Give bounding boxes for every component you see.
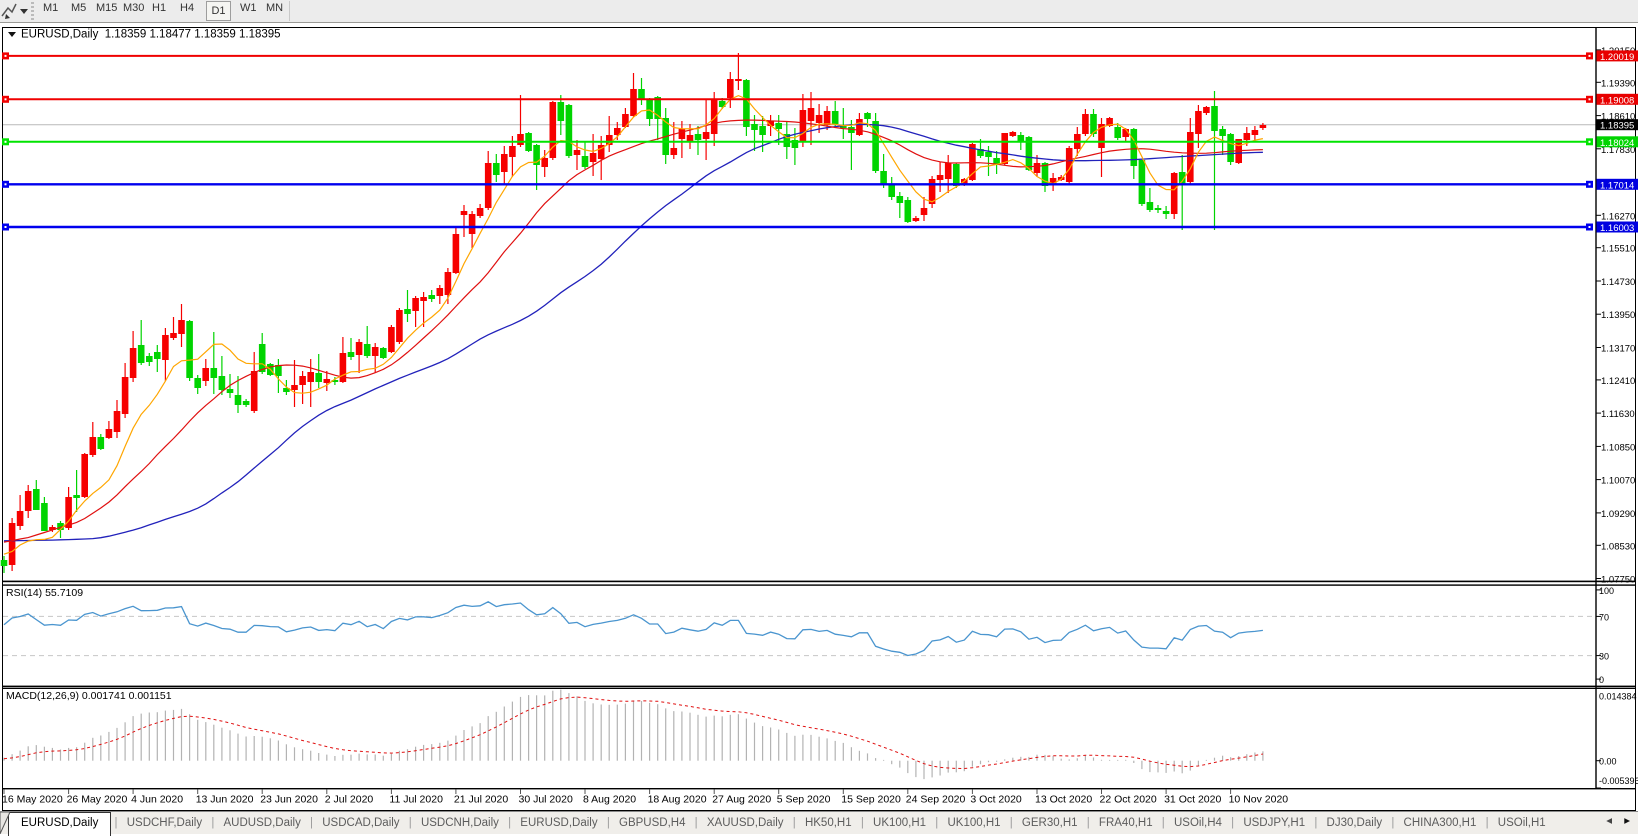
svg-text:1.10070: 1.10070 [1601, 476, 1635, 487]
svg-text:5 Sep 2020: 5 Sep 2020 [777, 794, 831, 806]
svg-text:-0.005396: -0.005396 [1599, 776, 1638, 786]
svg-text:EURUSD,Daily 1.18359 1.18477: EURUSD,Daily 1.18359 1.18477 1.18359 1.1… [21, 29, 281, 41]
svg-text:1.13170: 1.13170 [1601, 344, 1635, 355]
svg-text:1.11630: 1.11630 [1601, 409, 1635, 420]
svg-text:RSI(14) 55.7109: RSI(14) 55.7109 [6, 587, 83, 599]
svg-text:1.20019: 1.20019 [1600, 52, 1634, 63]
svg-text:11 Jul 2020: 11 Jul 2020 [389, 794, 443, 806]
svg-text:1.18024: 1.18024 [1600, 138, 1634, 149]
svg-text:23 Jun 2020: 23 Jun 2020 [260, 794, 318, 806]
svg-text:1.19008: 1.19008 [1600, 95, 1634, 106]
svg-text:16 May 2020: 16 May 2020 [2, 794, 63, 806]
svg-text:1.07750: 1.07750 [1601, 575, 1635, 586]
svg-text:1.09290: 1.09290 [1601, 509, 1635, 520]
svg-text:2 Jul 2020: 2 Jul 2020 [325, 794, 374, 806]
svg-text:1.19390: 1.19390 [1601, 78, 1635, 89]
svg-text:4 Jun 2020: 4 Jun 2020 [131, 794, 183, 806]
svg-text:0.014384: 0.014384 [1599, 692, 1637, 702]
svg-text:100: 100 [1599, 586, 1614, 596]
svg-text:3 Oct 2020: 3 Oct 2020 [970, 794, 1022, 806]
svg-text:21 Jul 2020: 21 Jul 2020 [454, 794, 508, 806]
svg-text:1.18395: 1.18395 [1600, 121, 1634, 132]
svg-text:22 Oct 2020: 22 Oct 2020 [1100, 794, 1157, 806]
svg-text:70: 70 [1599, 612, 1609, 622]
svg-text:30: 30 [1599, 652, 1609, 662]
svg-text:13 Oct 2020: 13 Oct 2020 [1035, 794, 1092, 806]
svg-text:10 Nov 2020: 10 Nov 2020 [1229, 794, 1289, 806]
svg-text:1.17014: 1.17014 [1600, 180, 1634, 191]
svg-text:26 May 2020: 26 May 2020 [67, 794, 128, 806]
svg-text:1.12410: 1.12410 [1601, 376, 1635, 387]
svg-text:0: 0 [1599, 675, 1604, 685]
svg-text:27 Aug 2020: 27 Aug 2020 [712, 794, 771, 806]
svg-text:1.13950: 1.13950 [1601, 310, 1635, 321]
svg-text:1.14730: 1.14730 [1601, 277, 1635, 288]
svg-text:1.08530: 1.08530 [1601, 541, 1635, 552]
svg-text:1.16270: 1.16270 [1601, 211, 1635, 222]
svg-text:31 Oct 2020: 31 Oct 2020 [1164, 794, 1221, 806]
svg-text:1.16003: 1.16003 [1600, 223, 1634, 234]
svg-text:24 Sep 2020: 24 Sep 2020 [906, 794, 966, 806]
svg-text:30 Jul 2020: 30 Jul 2020 [519, 794, 573, 806]
svg-text:1.15510: 1.15510 [1601, 244, 1635, 255]
svg-text:0.00: 0.00 [1599, 757, 1617, 767]
svg-text:8 Aug 2020: 8 Aug 2020 [583, 794, 636, 806]
svg-text:13 Jun 2020: 13 Jun 2020 [196, 794, 254, 806]
svg-text:MACD(12,26,9) 0.001741 0.00115: MACD(12,26,9) 0.001741 0.001151 [6, 690, 172, 702]
svg-text:1.10850: 1.10850 [1601, 442, 1635, 453]
svg-text:18 Aug 2020: 18 Aug 2020 [648, 794, 707, 806]
svg-text:15 Sep 2020: 15 Sep 2020 [841, 794, 901, 806]
